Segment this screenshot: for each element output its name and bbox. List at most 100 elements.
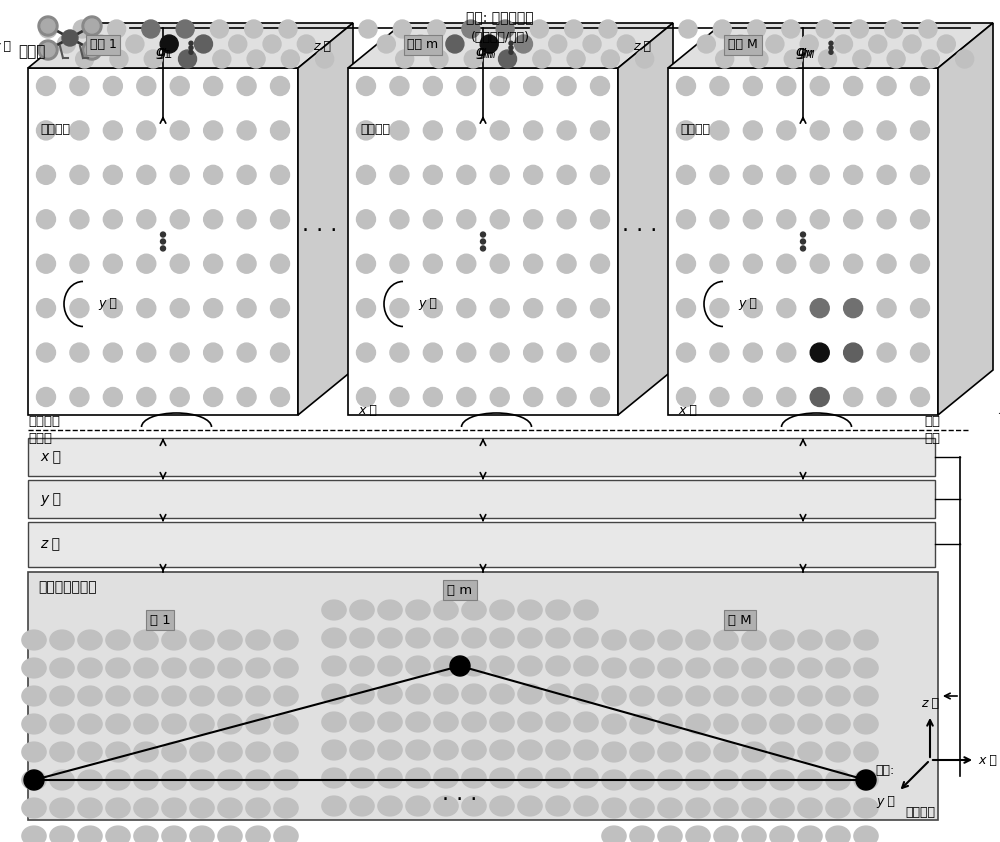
Circle shape (160, 239, 166, 244)
Text: 三维位置: 三维位置 (905, 806, 935, 819)
Circle shape (800, 246, 806, 251)
Ellipse shape (630, 714, 654, 734)
Ellipse shape (742, 658, 766, 678)
Circle shape (810, 254, 829, 273)
Circle shape (599, 20, 617, 38)
Ellipse shape (106, 630, 130, 650)
Ellipse shape (378, 768, 402, 788)
Circle shape (297, 35, 315, 53)
Circle shape (524, 343, 543, 362)
Ellipse shape (246, 798, 270, 818)
Ellipse shape (350, 656, 374, 676)
Circle shape (844, 165, 863, 184)
Circle shape (390, 77, 409, 95)
Ellipse shape (770, 798, 794, 818)
Circle shape (732, 35, 750, 53)
Circle shape (810, 387, 829, 407)
Ellipse shape (630, 630, 654, 650)
Ellipse shape (378, 628, 402, 647)
Circle shape (919, 20, 937, 38)
Circle shape (73, 20, 91, 38)
Ellipse shape (742, 742, 766, 762)
Circle shape (204, 299, 223, 317)
Ellipse shape (406, 768, 430, 788)
Circle shape (390, 210, 409, 229)
Ellipse shape (218, 798, 242, 818)
Circle shape (464, 50, 482, 68)
Circle shape (877, 121, 896, 140)
Circle shape (910, 121, 930, 140)
Circle shape (213, 50, 231, 68)
Circle shape (170, 254, 189, 273)
Circle shape (877, 77, 896, 95)
Ellipse shape (246, 714, 270, 734)
Ellipse shape (742, 686, 766, 706)
Ellipse shape (518, 768, 542, 788)
Circle shape (41, 19, 55, 33)
Circle shape (743, 165, 762, 184)
Circle shape (710, 165, 729, 184)
Circle shape (480, 239, 486, 244)
Ellipse shape (106, 714, 130, 734)
Text: z 轴: z 轴 (0, 40, 11, 52)
Text: · · ·: · · · (622, 221, 658, 241)
Circle shape (583, 35, 601, 53)
Circle shape (36, 77, 56, 95)
Ellipse shape (322, 740, 346, 759)
Ellipse shape (658, 714, 682, 734)
Ellipse shape (630, 826, 654, 842)
Text: y 轴: y 轴 (418, 297, 437, 311)
Circle shape (457, 121, 476, 140)
Circle shape (279, 20, 297, 38)
Ellipse shape (106, 770, 130, 790)
Ellipse shape (686, 742, 710, 762)
Circle shape (844, 343, 863, 362)
Text: z 轴: z 轴 (313, 40, 331, 52)
Ellipse shape (134, 658, 158, 678)
Circle shape (490, 165, 509, 184)
Ellipse shape (190, 742, 214, 762)
Text: 海马体: 海马体 (28, 432, 52, 445)
Circle shape (237, 254, 256, 273)
Ellipse shape (630, 742, 654, 762)
Circle shape (743, 387, 762, 407)
Ellipse shape (630, 798, 654, 818)
Circle shape (557, 299, 576, 317)
Ellipse shape (434, 656, 458, 676)
Circle shape (393, 20, 411, 38)
Circle shape (270, 387, 290, 407)
Circle shape (490, 299, 509, 317)
Ellipse shape (686, 686, 710, 706)
Ellipse shape (106, 686, 130, 706)
Circle shape (137, 165, 156, 184)
Ellipse shape (134, 770, 158, 790)
Text: 解码: 解码 (924, 432, 940, 445)
Circle shape (179, 50, 197, 68)
Circle shape (777, 254, 796, 273)
Ellipse shape (190, 826, 214, 842)
Circle shape (810, 77, 829, 95)
Circle shape (176, 20, 194, 38)
Circle shape (457, 343, 476, 362)
Ellipse shape (218, 770, 242, 790)
Text: y 轴: y 轴 (98, 297, 117, 311)
Circle shape (877, 299, 896, 317)
Ellipse shape (106, 742, 130, 762)
Circle shape (877, 387, 896, 407)
Ellipse shape (798, 686, 822, 706)
Circle shape (137, 77, 156, 95)
Circle shape (676, 343, 696, 362)
Ellipse shape (686, 770, 710, 790)
Circle shape (910, 343, 930, 362)
Ellipse shape (630, 770, 654, 790)
Ellipse shape (462, 796, 486, 816)
Circle shape (108, 20, 126, 38)
Circle shape (850, 20, 868, 38)
Circle shape (70, 254, 89, 273)
Circle shape (887, 50, 905, 68)
Circle shape (530, 20, 548, 38)
Circle shape (82, 40, 102, 60)
Circle shape (810, 121, 829, 140)
Circle shape (590, 77, 610, 95)
Circle shape (549, 35, 567, 53)
